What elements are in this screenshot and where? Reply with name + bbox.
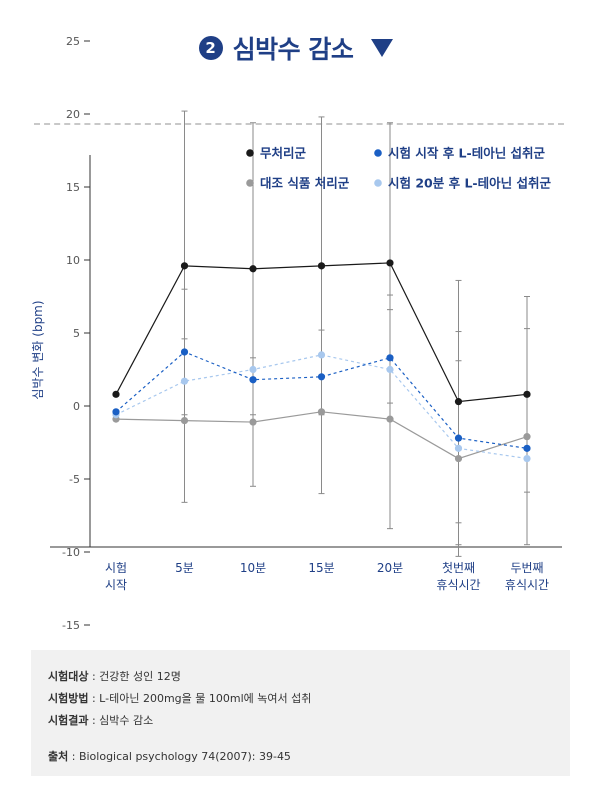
x-tick-label: 15분 — [308, 561, 334, 575]
legend-label: 무처리군 — [260, 146, 307, 161]
data-point — [386, 354, 394, 362]
data-point — [249, 418, 257, 426]
x-tick-label-line: 5분 — [175, 561, 194, 575]
legend-label: 시험 20분 후 L-테아닌 섭취군 — [388, 176, 551, 191]
data-point — [386, 415, 394, 423]
dashed-divider — [34, 123, 564, 125]
info-subject: 시험대상 : 건강한 성인 12명 — [48, 666, 570, 688]
data-point — [249, 265, 257, 273]
x-tick-label-line: 15분 — [308, 561, 334, 575]
data-point — [112, 408, 120, 416]
x-tick-label-line: 휴식시간 — [436, 578, 480, 592]
data-point — [523, 390, 531, 398]
legend-label: 시험 시작 후 L-테아닌 섭취군 — [388, 146, 546, 161]
info-result-value: : 심박수 감소 — [88, 714, 154, 727]
legend-marker — [246, 149, 254, 157]
y-tick-label: 0 — [73, 400, 80, 413]
y-tick-label: 15 — [66, 181, 80, 194]
y-tick-label: 5 — [73, 327, 80, 340]
triangle-down-icon — [371, 39, 394, 57]
study-info-box: 시험대상 : 건강한 성인 12명 시험방법 : L-테아닌 200mg을 물 … — [31, 650, 570, 776]
legend-marker — [246, 179, 254, 187]
x-tick-label: 10분 — [240, 561, 266, 575]
y-tick-label: -15 — [62, 619, 80, 632]
data-point — [523, 454, 531, 463]
info-method: 시험방법 : L-테아닌 200mg을 물 100ml에 녹여서 섭취 — [48, 688, 570, 710]
y-tick-label: -10 — [62, 546, 80, 559]
data-point — [249, 365, 257, 374]
section-header: 2 심박수 감소 — [0, 28, 592, 68]
legend-marker — [374, 179, 382, 187]
x-tick-label-line: 20분 — [377, 561, 403, 575]
data-point — [180, 262, 189, 270]
x-tick-label-line: 두번째 — [510, 561, 543, 575]
data-point — [112, 390, 120, 398]
data-point — [317, 262, 326, 270]
section-number-badge: 2 — [198, 36, 223, 60]
x-tick-label: 20분 — [377, 561, 403, 575]
info-subject-label: 시험대상 — [48, 670, 89, 683]
data-point — [180, 348, 189, 356]
data-point — [317, 373, 326, 381]
data-point — [454, 454, 463, 463]
data-point — [523, 444, 531, 452]
data-point — [454, 434, 463, 442]
x-tick-label-line: 10분 — [240, 561, 266, 575]
data-point — [454, 444, 463, 452]
y-tick-label: 20 — [66, 108, 80, 121]
x-tick-label-line: 첫번째 — [442, 561, 475, 575]
data-point — [523, 433, 531, 441]
info-source: 출처 : Biological psychology 74(2007): 39-… — [48, 746, 570, 768]
data-point — [386, 259, 394, 267]
info-result-label: 시험결과 — [48, 714, 89, 727]
info-subject-value: : 건강한 성인 12명 — [88, 670, 181, 683]
y-tick-label: 10 — [66, 254, 80, 267]
x-tick-label-line: 시작 — [105, 578, 127, 592]
x-tick-label-line: 휴식시간 — [505, 578, 549, 592]
y-tick-label: -5 — [69, 473, 80, 486]
info-method-value: : L-테아닌 200mg을 물 100ml에 녹여서 섭취 — [88, 692, 312, 705]
data-point — [180, 417, 189, 425]
data-point — [386, 365, 394, 374]
info-method-label: 시험방법 — [48, 692, 89, 705]
info-result: 시험결과 : 심박수 감소 — [48, 710, 570, 732]
data-point — [454, 398, 463, 406]
data-point — [317, 408, 326, 416]
y-axis-label: 심박수 변화 (bpm) — [31, 300, 45, 399]
data-point — [180, 377, 189, 385]
section-title: 심박수 감소 — [232, 35, 354, 64]
x-tick-label-line: 시험 — [105, 561, 127, 575]
data-point — [317, 351, 326, 359]
y-tick-label: 25 — [66, 35, 80, 48]
info-source-label: 출처 — [48, 750, 69, 763]
legend-label: 대조 식품 처리군 — [260, 176, 350, 191]
x-tick-label: 5분 — [175, 561, 194, 575]
legend-marker — [374, 149, 382, 157]
info-source-value: : Biological psychology 74(2007): 39-45 — [68, 750, 291, 763]
data-point — [249, 376, 257, 384]
